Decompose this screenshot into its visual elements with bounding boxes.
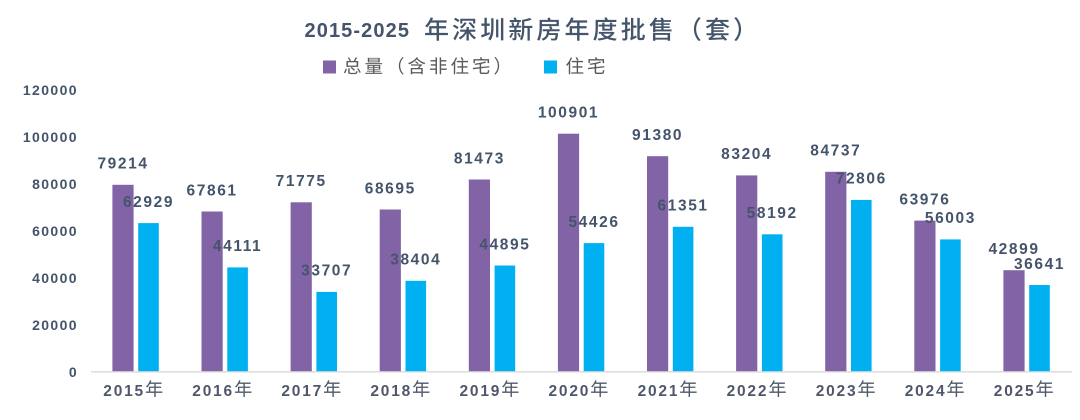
svg-text:80000: 80000: [32, 176, 78, 192]
svg-text:2022: 2022: [727, 383, 769, 400]
svg-text:38404: 38404: [390, 252, 441, 269]
svg-text:2023: 2023: [816, 383, 858, 400]
svg-text:54426: 54426: [568, 214, 619, 231]
svg-text:2015: 2015: [103, 383, 145, 400]
svg-text:68695: 68695: [365, 180, 416, 197]
svg-text:42899: 42899: [988, 241, 1039, 258]
svg-text:71775: 71775: [276, 173, 327, 190]
svg-text:33707: 33707: [301, 263, 352, 280]
svg-text:81473: 81473: [454, 150, 505, 167]
svg-text:2018: 2018: [370, 383, 412, 400]
svg-text:2017: 2017: [281, 383, 323, 400]
svg-text:83204: 83204: [721, 146, 772, 163]
svg-text:44895: 44895: [479, 236, 530, 253]
svg-text:58192: 58192: [747, 205, 798, 222]
svg-text:40000: 40000: [32, 270, 78, 286]
svg-text:36641: 36641: [1014, 256, 1065, 273]
svg-text:63976: 63976: [899, 191, 950, 208]
svg-text:2020: 2020: [549, 383, 591, 400]
svg-text:2019: 2019: [460, 383, 502, 400]
svg-text:61351: 61351: [658, 198, 709, 215]
svg-text:44111: 44111: [213, 238, 262, 255]
svg-text:60000: 60000: [32, 223, 78, 239]
svg-text:2024: 2024: [905, 383, 947, 400]
svg-text:79214: 79214: [97, 156, 148, 173]
svg-text:120000: 120000: [23, 82, 78, 98]
svg-text:20000: 20000: [32, 317, 78, 333]
svg-text:62929: 62929: [123, 194, 174, 211]
svg-text:2025: 2025: [994, 383, 1036, 400]
svg-text:67861: 67861: [187, 182, 238, 199]
svg-text:72806: 72806: [836, 171, 887, 188]
svg-text:91380: 91380: [632, 127, 683, 144]
svg-text:84737: 84737: [810, 143, 861, 160]
svg-text:2021: 2021: [638, 383, 680, 400]
svg-text:100000: 100000: [23, 129, 78, 145]
svg-text:56003: 56003: [925, 210, 976, 227]
svg-text:100901: 100901: [538, 105, 599, 122]
svg-text:2016: 2016: [192, 383, 234, 400]
svg-text:0: 0: [69, 364, 78, 380]
svg-text:2015-2025: 2015-2025: [305, 20, 411, 42]
